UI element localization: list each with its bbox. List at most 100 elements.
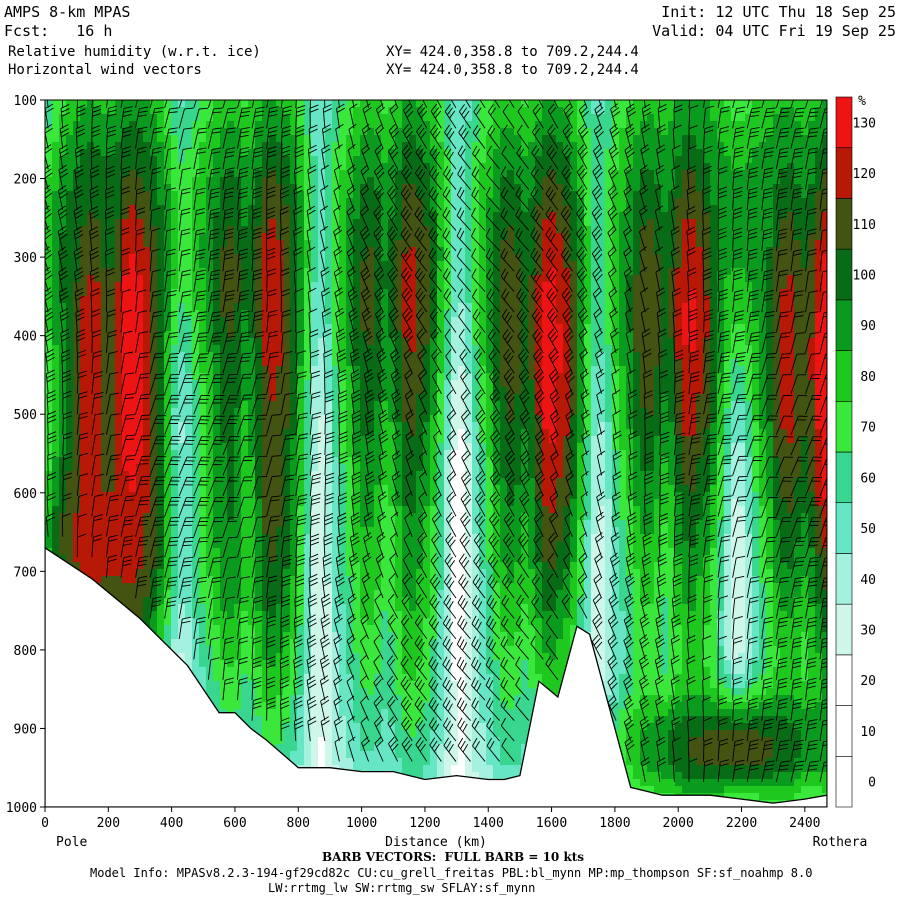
wind-barb xyxy=(746,107,761,129)
wind-barb xyxy=(688,494,701,517)
wind-barb xyxy=(443,308,457,333)
wind-barb xyxy=(458,574,471,599)
wind-barb xyxy=(485,677,500,701)
wind-barb xyxy=(717,351,731,374)
wind-barb xyxy=(612,430,622,456)
wind-barb xyxy=(533,532,544,558)
wind-barb xyxy=(746,269,759,292)
wind-barb xyxy=(337,512,347,537)
wind-barb xyxy=(222,657,234,680)
wind-barb xyxy=(306,634,317,660)
wind-barb xyxy=(790,332,806,354)
wind-barb xyxy=(428,717,442,742)
wind-barb xyxy=(761,107,776,129)
wind-barb xyxy=(670,246,680,272)
wind-barb xyxy=(360,613,370,640)
wind-barb xyxy=(688,100,691,108)
colorbar-label: 90 xyxy=(860,319,876,334)
wind-barb xyxy=(178,576,193,599)
wind-barb xyxy=(207,636,220,660)
wind-barb xyxy=(659,431,670,456)
wind-barb xyxy=(447,450,457,476)
y-tick-label: 700 xyxy=(14,565,37,580)
wind-barb xyxy=(62,492,72,517)
wind-barb xyxy=(364,389,375,415)
wind-barb xyxy=(120,166,131,190)
wind-barb xyxy=(656,144,666,170)
wind-barb xyxy=(670,655,680,680)
wind-barb xyxy=(62,390,72,415)
wind-barb xyxy=(639,634,650,660)
colorbar-swatch xyxy=(835,96,853,149)
wind-barb xyxy=(471,227,486,252)
wind-barb xyxy=(673,104,683,129)
wind-barb xyxy=(609,327,619,354)
wind-barb xyxy=(442,165,457,190)
wind-barb xyxy=(579,368,589,394)
wind-barb xyxy=(320,716,330,742)
wind-barb xyxy=(761,167,774,190)
wind-barb xyxy=(377,389,388,415)
wind-barb xyxy=(91,350,102,374)
wind-barb xyxy=(321,124,332,149)
wind-barb xyxy=(746,100,750,108)
wind-barb xyxy=(309,432,322,456)
wind-barb xyxy=(501,594,515,619)
wind-barb xyxy=(266,206,276,231)
wind-barb xyxy=(334,736,343,762)
wind-barb xyxy=(207,616,221,639)
wind-barb xyxy=(656,593,666,619)
wind-barb xyxy=(164,456,182,476)
wind-barb xyxy=(732,738,744,762)
wind-barb xyxy=(193,517,210,537)
wind-barb xyxy=(295,574,305,599)
wind-barb xyxy=(486,737,500,762)
wind-barb xyxy=(457,594,471,619)
wind-barb xyxy=(732,146,744,170)
wind-barb xyxy=(266,595,277,619)
wind-barb xyxy=(120,100,123,108)
wind-barb xyxy=(703,737,713,762)
wind-barb xyxy=(628,100,632,108)
wind-barb xyxy=(673,452,686,476)
wind-barb xyxy=(673,100,676,108)
wind-barb xyxy=(91,433,105,456)
wind-barb xyxy=(417,532,428,558)
wind-barb xyxy=(717,759,730,782)
wind-barb xyxy=(761,187,773,211)
plot-frame xyxy=(44,99,828,808)
wind-barb xyxy=(746,394,763,415)
wind-barb xyxy=(717,166,728,190)
wind-barb xyxy=(703,371,716,394)
wind-barb xyxy=(374,736,384,762)
wind-barb xyxy=(703,574,714,599)
wind-barb xyxy=(487,574,500,599)
wind-barb xyxy=(456,227,471,252)
wind-barbs xyxy=(45,100,827,782)
wind-barb xyxy=(596,409,605,435)
wind-barb xyxy=(475,491,486,517)
wind-barb xyxy=(401,736,413,762)
wind-barb xyxy=(295,371,307,394)
wind-barb xyxy=(47,431,57,456)
wind-barb xyxy=(164,310,178,333)
wind-barb xyxy=(58,164,69,190)
wind-barb xyxy=(364,491,375,517)
wind-barb xyxy=(472,308,486,333)
wind-barb xyxy=(351,430,362,456)
wind-barb xyxy=(135,331,149,354)
wind-barb xyxy=(489,369,501,395)
wind-barb xyxy=(251,475,268,497)
wind-barb xyxy=(761,373,777,394)
wind-barb xyxy=(790,127,805,149)
wind-barb xyxy=(193,187,206,211)
wind-barb xyxy=(321,144,331,170)
wind-barb xyxy=(609,123,620,149)
wind-barb xyxy=(655,246,664,272)
wind-barb xyxy=(207,395,225,415)
wind-barb xyxy=(761,415,778,435)
wind-barb xyxy=(562,124,573,149)
wind-barb xyxy=(193,311,208,333)
wind-barb xyxy=(819,353,827,374)
wind-barb xyxy=(336,103,346,129)
